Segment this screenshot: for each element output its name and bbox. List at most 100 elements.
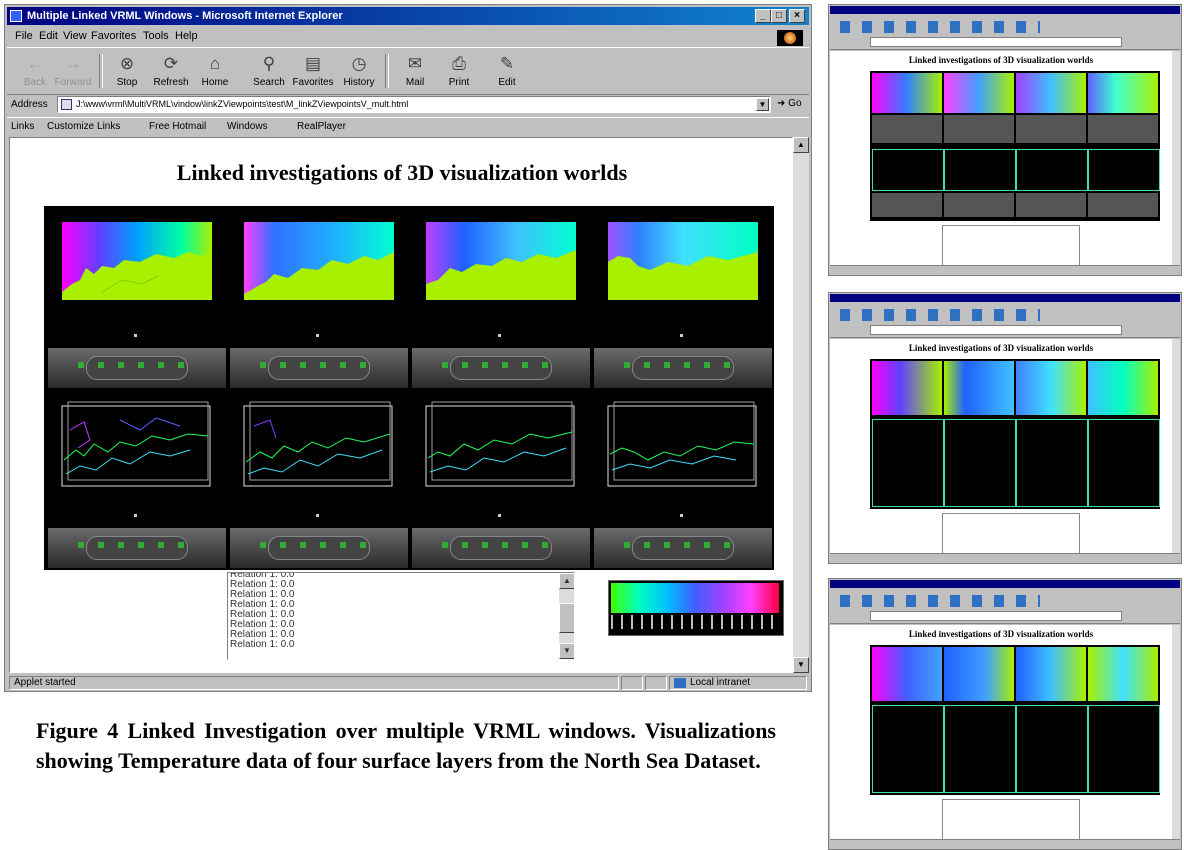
toolbar-stop-button[interactable]: ⊗ Stop (105, 52, 149, 92)
viewpoint-dot (134, 334, 137, 337)
link-windows[interactable]: Windows (227, 121, 268, 132)
menu-edit[interactable]: Edit (39, 30, 58, 42)
zone-text: Local intranet (690, 677, 751, 688)
menu-file[interactable]: File (15, 30, 33, 42)
refresh-icon: ⟳ (163, 54, 179, 73)
home-icon: ⌂ (209, 54, 221, 73)
toolbar-button-label: Home (201, 77, 229, 88)
vrml-navigation-bar[interactable] (48, 528, 226, 568)
zone-cell: Local intranet (669, 676, 807, 690)
thumbnail-screenshot-1: Linked investigations of 3D visualizatio… (828, 4, 1182, 276)
viewpoint-dot (134, 514, 137, 517)
toolbar-button-label: Favorites (292, 77, 334, 88)
color-gradient (611, 583, 779, 613)
toolbar-refresh-button[interactable]: ⟳ Refresh (149, 52, 193, 92)
vrml-navigation-bar[interactable] (230, 528, 408, 568)
toolbar-forward-button[interactable]: → Forward (51, 52, 95, 92)
go-arrow-icon: ➜ (777, 98, 786, 109)
vrml-viewer-2-temperature[interactable] (230, 210, 408, 388)
vrml-viewer-2-contours[interactable] (230, 390, 408, 568)
history-icon: ◷ (351, 54, 367, 73)
address-dropdown-button[interactable]: ▼ (756, 98, 769, 111)
toolbar-search-button[interactable]: ⚲ Search (247, 52, 291, 92)
temperature-map-2 (244, 222, 394, 300)
viewpoint-dot (498, 334, 501, 337)
toolbar-home-button[interactable]: ⌂ Home (193, 52, 237, 92)
toolbar-button-label: Back (23, 77, 47, 88)
thumbnail-screenshot-3: Linked investigations of 3D visualizatio… (828, 578, 1182, 850)
thumb-statusbar (830, 553, 1180, 562)
page-scrollbar[interactable]: ▲ ▼ (793, 137, 809, 673)
scroll-down-button[interactable]: ▼ (559, 643, 574, 659)
standard-toolbar: ← Back → Forward ⊗ Stop ⟳ Refresh ⌂ Home ⚲ Search ▤ F… (7, 47, 809, 95)
go-label: Go (788, 98, 802, 109)
temperature-map-1 (62, 222, 212, 300)
thumb-titlebar (830, 6, 1180, 14)
maximize-button[interactable]: □ (771, 9, 787, 23)
color-scale-ticks (611, 615, 779, 629)
thumb-statusbar (830, 839, 1180, 848)
toolbar-button-label: Edit (498, 77, 516, 88)
vrml-viewer-3-temperature[interactable] (412, 210, 590, 388)
contour-wireframe-3 (425, 401, 575, 487)
link-customize[interactable]: Customize Links (47, 121, 121, 132)
scroll-thumb[interactable] (559, 603, 574, 633)
toolbar-edit-button[interactable]: ✎ Edit (485, 52, 529, 92)
viewpoint-dot (316, 514, 319, 517)
thumb-titlebar (830, 580, 1180, 588)
vrml-viewer-1-contours[interactable] (48, 390, 226, 568)
status-cell-2 (621, 676, 643, 690)
menu-view[interactable]: View (63, 30, 87, 42)
vrml-navigation-bar[interactable] (230, 348, 408, 388)
vrml-navigation-bar[interactable] (594, 528, 772, 568)
relation-list-applet[interactable]: Relation 1: 0.0 Relation 1: 0.0 Relation 1… (227, 572, 575, 660)
vrml-viewer-4-temperature[interactable] (594, 210, 772, 388)
address-input[interactable]: J:\www\vrml\MultiVRML\vindow\linkZViewpo… (57, 96, 771, 113)
thumbnail-screenshot-2: Linked investigations of 3D visualizatio… (828, 292, 1182, 564)
vrml-viewer-1-temperature[interactable] (48, 210, 226, 388)
toolbar-history-button[interactable]: ◷ History (337, 52, 381, 92)
relation-list-item: Relation 1: 0.0 (230, 572, 295, 580)
toolbar-mail-button[interactable]: ✉ Mail (393, 52, 437, 92)
forward-arrow-icon: → (64, 54, 82, 73)
page-icon (61, 99, 72, 110)
menu-help[interactable]: Help (175, 30, 198, 42)
relation-list-item: Relation 1: 0.0 (230, 599, 295, 610)
vrml-viewer-4-contours[interactable] (594, 390, 772, 568)
vrml-viewer-3-contours[interactable] (412, 390, 590, 568)
toolbar-button-label: Stop (116, 77, 138, 88)
minimize-button[interactable]: _ (755, 9, 771, 23)
toolbar-favorites-button[interactable]: ▤ Favorites (291, 52, 335, 92)
relation-list-item: Relation 1: 0.0 (230, 639, 295, 650)
browser-window: Multiple Linked VRML Windows - Microsoft… (4, 4, 812, 692)
menu-favorites[interactable]: Favorites (91, 30, 137, 42)
viewpoint-dot (680, 334, 683, 337)
link-hotmail[interactable]: Free Hotmail (149, 121, 207, 132)
close-button[interactable]: × (789, 9, 805, 23)
relation-list-item: Relation 1: 0.0 (230, 629, 295, 640)
search-icon: ⚲ (262, 54, 276, 73)
page-scroll-up-button[interactable]: ▲ (793, 137, 809, 153)
relation-list-item: Relation 1: 0.0 (230, 619, 295, 630)
thumb-page: Linked investigations of 3D visualizatio… (830, 625, 1172, 841)
thumb-applet-list (942, 225, 1080, 267)
thumb-toolbar (830, 15, 1180, 50)
toolbar-button-label: Refresh (153, 77, 189, 88)
status-text: Applet started (14, 677, 76, 688)
applet-scrollbar[interactable]: ▲ ▼ (559, 573, 574, 659)
link-realplayer[interactable]: RealPlayer (297, 121, 346, 132)
toolbar-back-button[interactable]: ← Back (13, 52, 57, 92)
vrml-navigation-bar[interactable] (412, 528, 590, 568)
menu-tools[interactable]: Tools (143, 30, 169, 42)
vrml-navigation-bar[interactable] (412, 348, 590, 388)
scroll-up-button[interactable]: ▲ (559, 573, 574, 589)
vrml-navigation-bar[interactable] (594, 348, 772, 388)
address-label: Address (11, 99, 48, 110)
toolbar-button-label: History (343, 77, 375, 88)
thumb-scrollbar (1172, 625, 1180, 841)
go-button[interactable]: ➜ Go (777, 98, 802, 109)
toolbar-print-button[interactable]: ⎙ Print (437, 52, 481, 92)
vrml-viewer-grid (44, 206, 774, 570)
page-scroll-down-button[interactable]: ▼ (793, 657, 809, 673)
vrml-navigation-bar[interactable] (48, 348, 226, 388)
